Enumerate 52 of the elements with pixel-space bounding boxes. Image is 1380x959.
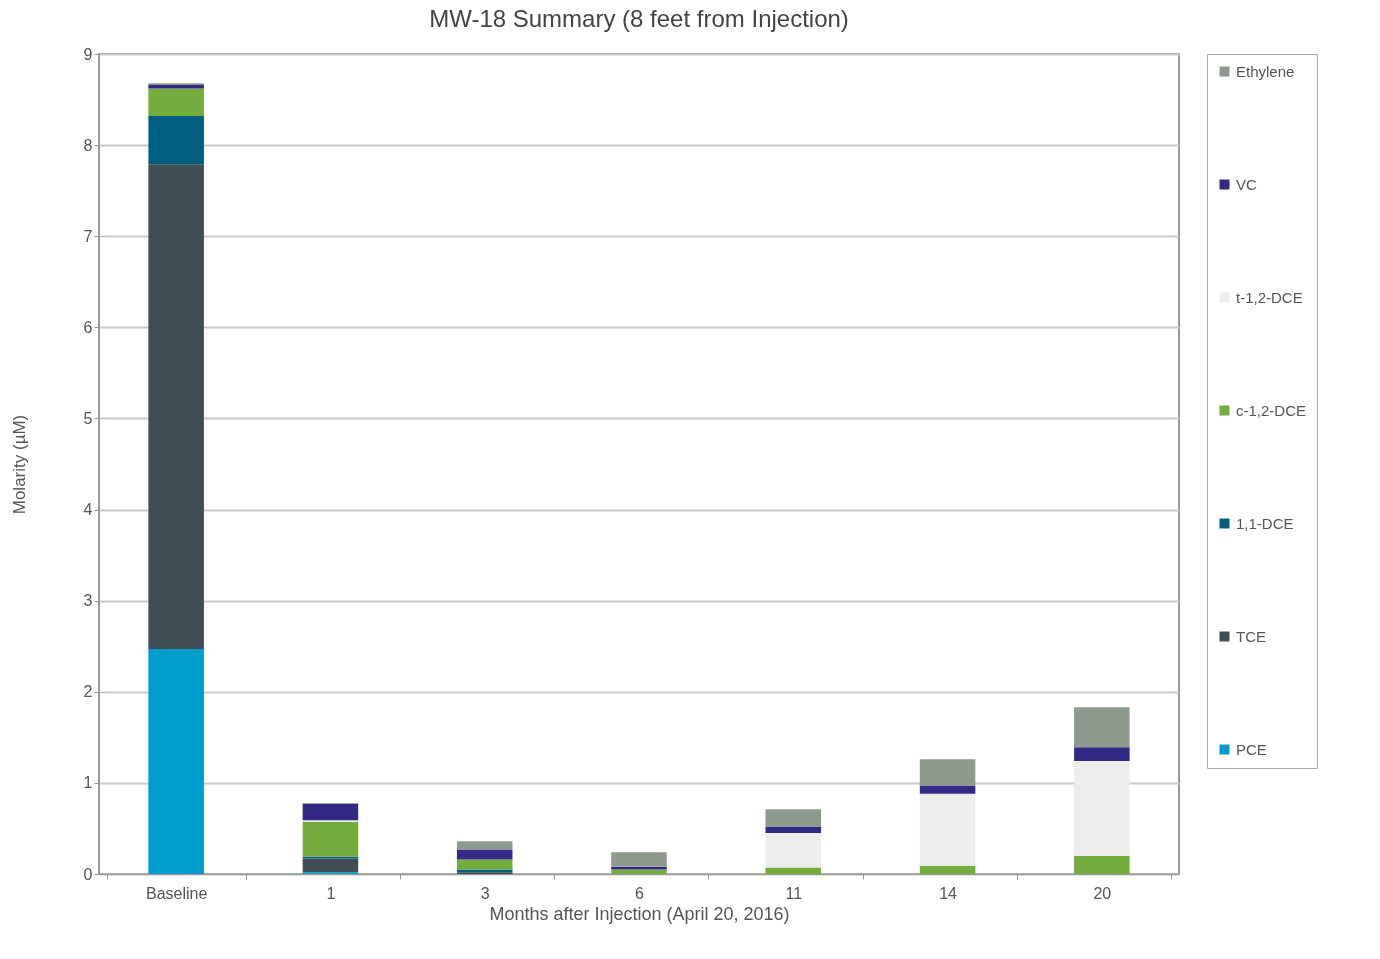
bar	[765, 826, 822, 833]
x-tick-label: 1	[326, 884, 336, 902]
bar	[148, 648, 204, 874]
bar	[919, 865, 976, 874]
bar	[1074, 747, 1130, 762]
y-tick-label: 7	[83, 227, 93, 245]
legend-label: VC	[1236, 175, 1257, 193]
legend-label: 1,1-DCE	[1236, 514, 1294, 532]
y-tick-label: 5	[83, 409, 93, 427]
bar	[765, 833, 822, 868]
bar	[302, 822, 359, 857]
bar	[456, 849, 513, 860]
legend-label: c-1,2-DCE	[1236, 401, 1307, 419]
bar	[1074, 855, 1130, 874]
bar	[919, 785, 976, 794]
bar	[302, 858, 359, 873]
bar	[148, 84, 204, 89]
legend-label: t-1,2-DCE	[1236, 288, 1303, 306]
bar	[456, 841, 513, 850]
y-tick-label: 8	[83, 136, 93, 154]
y-tick-label: 9	[83, 45, 93, 63]
y-axis-title: Molarity (µM)	[9, 414, 29, 515]
bar	[1074, 707, 1130, 748]
bar	[765, 867, 822, 874]
bar	[302, 803, 359, 821]
y-tick-label: 1	[83, 774, 93, 792]
x-tick-label: 3	[480, 884, 490, 902]
x-tick-label: 11	[785, 884, 803, 902]
y-tick-label: 6	[83, 318, 93, 336]
y-tick-label: 3	[83, 592, 93, 610]
bar	[765, 809, 822, 827]
legend-label: PCE	[1236, 740, 1267, 758]
y-tick-label: 4	[83, 501, 93, 519]
legend-label: Ethylene	[1236, 62, 1295, 80]
chart-title: MW-18 Summary (8 feet from Injection)	[429, 5, 849, 32]
bar	[919, 793, 976, 866]
bar	[611, 852, 667, 867]
bar	[456, 859, 513, 870]
x-tick-label: 6	[635, 884, 645, 902]
x-tick-label: Baseline	[145, 884, 208, 902]
y-tick-label: 2	[83, 683, 93, 701]
x-axis-title: Months after Injection (April 20, 2016)	[489, 903, 790, 924]
bar	[148, 164, 204, 649]
x-tick-label: 20	[1093, 884, 1112, 902]
bar	[148, 88, 204, 116]
bar	[148, 115, 204, 165]
y-tick-label: 0	[83, 865, 93, 883]
bar	[611, 869, 667, 874]
legend-label: TCE	[1236, 627, 1266, 645]
bar	[1074, 761, 1130, 856]
x-tick-label: 14	[939, 884, 958, 902]
bar	[919, 759, 976, 786]
